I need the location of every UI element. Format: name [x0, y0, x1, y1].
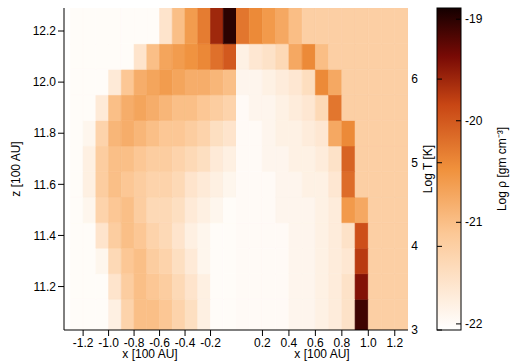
svg-text:11.4: 11.4	[34, 229, 57, 243]
svg-text:-21: -21	[465, 215, 483, 229]
svg-text:6: 6	[411, 72, 418, 86]
svg-text:4: 4	[411, 239, 418, 253]
svg-text:-1.2: -1.2	[73, 336, 94, 350]
svg-text:-1.0: -1.0	[98, 336, 119, 350]
svg-text:1.2: 1.2	[386, 336, 403, 350]
svg-text:x [100 AU]: x [100 AU]	[294, 347, 349, 361]
svg-text:-0.4: -0.4	[175, 336, 196, 350]
svg-text:z [100 AU]: z [100 AU]	[9, 141, 23, 196]
svg-text:x [100 AU]: x [100 AU]	[122, 347, 177, 361]
svg-text:5: 5	[411, 156, 418, 170]
svg-text:Log T [K]: Log T [K]	[421, 145, 435, 193]
svg-text:0.4: 0.4	[280, 335, 298, 350]
svg-text:12.0: 12.0	[33, 75, 57, 89]
svg-text:0.8: 0.8	[333, 335, 351, 350]
svg-text:-19: -19	[465, 12, 483, 26]
svg-text:0.2: 0.2	[254, 336, 271, 350]
svg-text:Log ρ [gm cm⁻³]: Log ρ [gm cm⁻³]	[495, 127, 509, 211]
svg-text:-22: -22	[465, 317, 483, 331]
svg-text:11.6: 11.6	[34, 178, 57, 192]
svg-text:1.0: 1.0	[360, 336, 377, 350]
svg-text:11.2: 11.2	[34, 280, 57, 294]
svg-text:0.6: 0.6	[307, 335, 324, 350]
svg-text:11.8: 11.8	[34, 126, 57, 140]
svg-text:-0.2: -0.2	[200, 336, 221, 350]
html-text:-0.8 -0.6: -0.8 -0.6	[123, 335, 170, 350]
svg-text:12.2: 12.2	[33, 24, 57, 38]
svg-text:-20: -20	[465, 114, 483, 128]
svg-text:3: 3	[411, 323, 418, 337]
